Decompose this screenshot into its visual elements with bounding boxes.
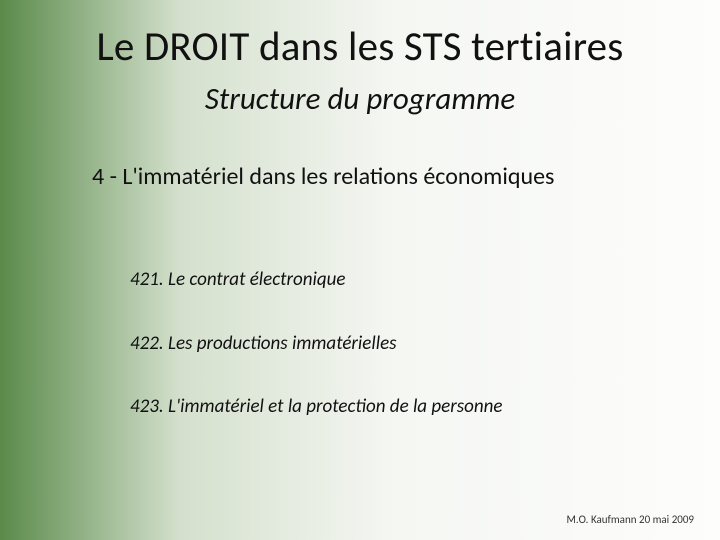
list-item: 422. Les productions immatérielles [130,332,397,355]
slide-subtitle: Structure du programme [0,80,720,118]
slide-title: Le DROIT dans les STS tertiaires [0,22,720,72]
list-item: 423. L'immatériel et la protection de la… [130,395,503,418]
slide-container: Le DROIT dans les STS tertiaires Structu… [0,0,720,540]
list-item: 421. Le contrat électronique [130,268,346,291]
section-heading: 4 - L'immatériel dans les relations écon… [92,162,554,191]
footer-author-date: M.O. Kaufmann 20 mai 2009 [567,513,695,526]
